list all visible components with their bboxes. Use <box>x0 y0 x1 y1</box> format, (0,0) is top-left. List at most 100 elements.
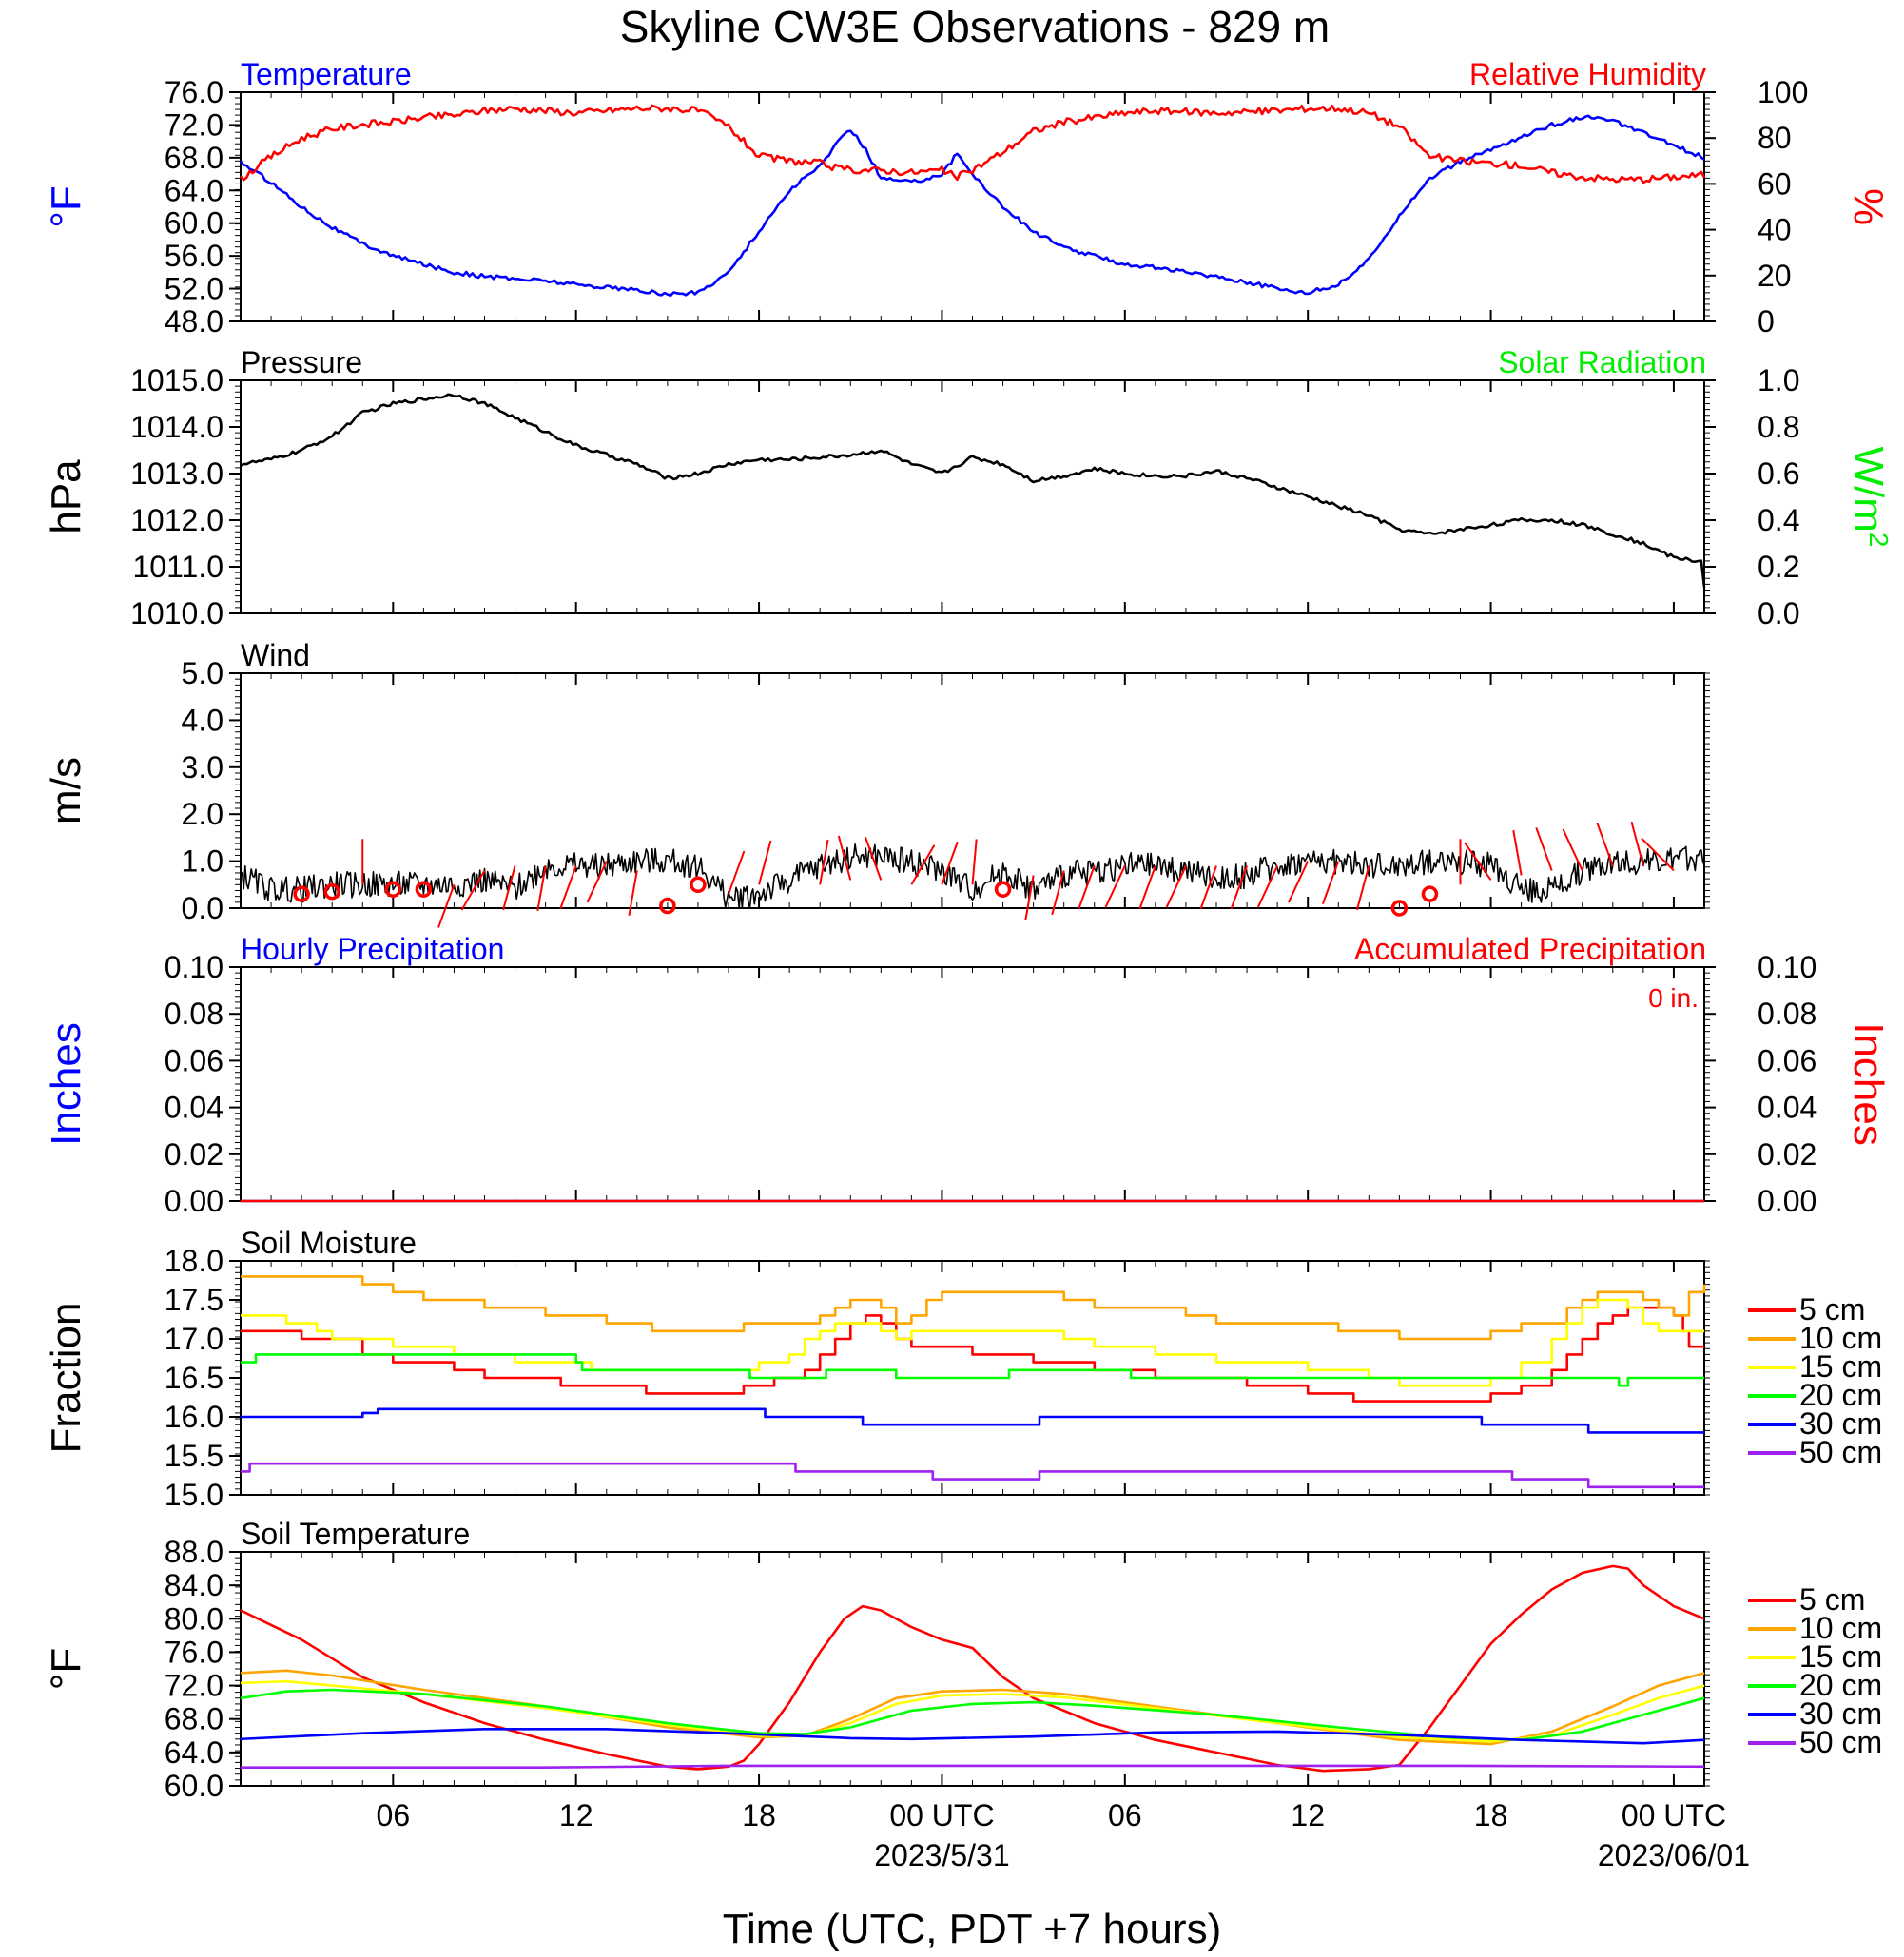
series-line-50-cm <box>241 1462 1704 1489</box>
wind-barb <box>1535 827 1553 871</box>
legend-label: 5 cm <box>1799 1292 1865 1327</box>
wind-calm-marker <box>1421 885 1439 902</box>
y-axis-label-right: W/m2 <box>1845 447 1894 548</box>
y-tick-label-right: 0.10 <box>1758 950 1817 984</box>
y-tick-label-left: 64.0 <box>165 173 223 207</box>
y-tick-label-right: 80 <box>1758 121 1792 155</box>
y-axis-label-left: Fraction <box>43 1303 89 1454</box>
y-tick-label-right: 0 <box>1758 304 1775 339</box>
y-tick-label-right: 1.0 <box>1758 363 1799 397</box>
series-line-30-cm <box>241 1407 1704 1434</box>
legend-label: 20 cm <box>1799 1378 1882 1412</box>
panel-temperature_humidity: 48.052.056.060.064.068.072.076.0 0 20 40 60 8… <box>43 57 1892 339</box>
series-line-5-cm <box>241 1306 1704 1403</box>
legend-label: 20 cm <box>1799 1668 1882 1702</box>
wind-barb <box>910 844 936 885</box>
y-axis-label-left: m/s <box>43 757 89 824</box>
panel-title-left: Soil Moisture <box>241 1226 417 1260</box>
x-tick-label: 18 <box>742 1798 776 1832</box>
y-tick-label-left: 0.08 <box>165 997 223 1031</box>
panel-title-left: Soil Temperature <box>241 1517 470 1551</box>
x-tick-label: 06 <box>377 1798 411 1832</box>
y-tick-label-left: 88.0 <box>165 1535 223 1569</box>
wind-barb <box>1024 875 1035 920</box>
series-line-30-cm <box>240 1728 1705 1745</box>
y-tick-label-left: 0.10 <box>165 950 223 984</box>
y-axis-label-left: °F <box>43 1648 89 1690</box>
y-tick-label-right: 0.08 <box>1758 997 1817 1031</box>
legend-label: 15 cm <box>1799 1639 1882 1674</box>
wind-barb <box>1199 865 1217 909</box>
series-line-5-cm <box>240 1564 1705 1773</box>
chart-title: Skyline CW3E Observations - 829 m <box>620 2 1331 51</box>
y-tick-label-left: 0.00 <box>165 1184 223 1218</box>
y-tick-label-left: 1012.0 <box>130 503 223 537</box>
x-tick-label: 00 UTC <box>889 1798 994 1832</box>
wind-barb <box>1051 870 1065 916</box>
y-axis-label-left: °F <box>43 185 89 227</box>
wind-barb <box>819 839 829 885</box>
y-tick-label-left: 4.0 <box>182 703 223 737</box>
wind-barb <box>837 835 852 881</box>
series-line-10-cm <box>240 1669 1705 1746</box>
wind-barb <box>971 839 978 885</box>
y-tick-label-left: 72.0 <box>165 1669 223 1703</box>
wind-calm-marker <box>293 885 310 902</box>
y-tick-label-left: 15.0 <box>165 1478 223 1512</box>
wind-barb <box>1464 842 1492 881</box>
y-tick-label-left: 5.0 <box>182 656 223 690</box>
y-tick-label-left: 56.0 <box>165 239 223 273</box>
panels: 48.052.056.060.064.068.072.076.002040608… <box>43 57 1894 1803</box>
series-line-relative-humidity <box>239 104 1706 184</box>
y-tick-label-left: 80.0 <box>165 1601 223 1636</box>
unit-superscript: 2 <box>1864 533 1894 548</box>
time-axis: 06 12 18 00 UTC 06 12 18 00 UTC 2023/5/31 2023/06… <box>377 1798 1751 1872</box>
wind-barb <box>941 841 959 885</box>
wind-calm-marker <box>1390 900 1409 917</box>
y-tick-label-right: 0.00 <box>1758 1184 1817 1218</box>
wind-barb <box>559 865 577 909</box>
plot-frame <box>240 966 1705 1202</box>
y-tick-label-left: 48.0 <box>165 304 223 339</box>
y-tick-label-right: 0.2 <box>1758 550 1799 584</box>
y-tick-label-right: 0.06 <box>1758 1043 1817 1077</box>
panel-soil_moisture: 15.0 15.5 16.0 16.5 17.0 17.5 18.0 Soil Moistur… <box>43 1226 1882 1512</box>
panel-soil_temperature: 60.064.068.072.076.080.084.088.0 Soil Tem… <box>43 1517 1882 1803</box>
panel-precipitation: 0.00 0.02 0.04 0.06 0.08 0.10 0.00 0.02 0.04 0.06… <box>43 932 1892 1218</box>
accumulated-total-label: 0 in. <box>1648 983 1699 1013</box>
y-tick-label-right: 60 <box>1758 166 1792 201</box>
wind-barb <box>1256 865 1279 908</box>
x-tick-label: 12 <box>559 1798 593 1832</box>
wind-barb <box>1641 837 1675 872</box>
y-tick-label-left: 76.0 <box>165 1635 223 1669</box>
y-tick-label-left: 68.0 <box>165 141 223 175</box>
y-tick-label-left: 1.0 <box>182 844 223 879</box>
y-axis-label-right: Inches <box>1845 1022 1892 1146</box>
panel-title-right: Accumulated Precipitation <box>1354 932 1706 966</box>
series-line-15-cm <box>241 1298 1704 1387</box>
y-tick-label-right: 0.6 <box>1758 456 1799 491</box>
panel-title-right: Relative Humidity <box>1469 57 1706 91</box>
wind-barb <box>1355 865 1370 911</box>
y-tick-label-left: 52.0 <box>165 272 223 306</box>
wind-barb <box>1138 865 1156 909</box>
wind-barb <box>1287 861 1310 903</box>
wind-barb <box>1230 865 1249 909</box>
y-tick-label-left: 2.0 <box>182 797 223 831</box>
panel-title-left: Pressure <box>241 345 362 379</box>
y-tick-label-right: 20 <box>1758 259 1792 293</box>
wind-barb <box>460 869 486 911</box>
x-tick-label: 12 <box>1291 1798 1325 1832</box>
y-tick-label-left: 1015.0 <box>130 363 223 397</box>
wind-calm-marker <box>384 881 402 898</box>
wind-barb <box>1596 823 1614 866</box>
series-line-temperature <box>239 114 1705 298</box>
y-tick-label-left: 84.0 <box>165 1568 223 1602</box>
wind-barb <box>1562 828 1583 871</box>
panel-pressure_solar: 1010.0 1011.0 1012.0 1013.0 1014.0 1015.0 0.0 0… <box>43 345 1894 630</box>
wind-barb <box>1321 861 1340 905</box>
